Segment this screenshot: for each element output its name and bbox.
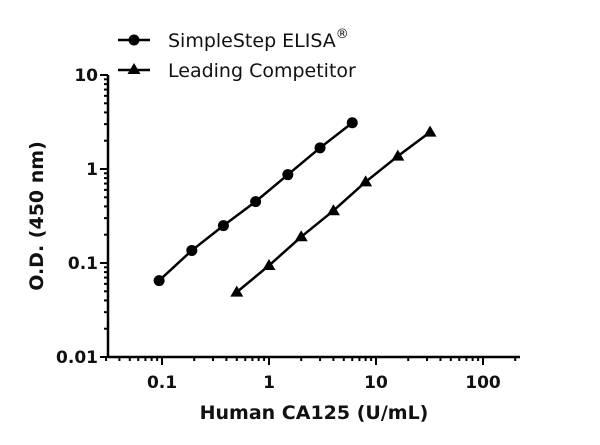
- triangle-marker-icon: [359, 175, 373, 187]
- y-tick-label: 1: [86, 160, 98, 180]
- ticks: [100, 74, 517, 365]
- triangle-marker-icon: [326, 204, 340, 216]
- legend-label: Leading Competitor: [168, 60, 356, 82]
- axes: [106, 75, 520, 359]
- x-axis-title: Human CA125 (U/mL): [200, 402, 429, 424]
- triangle-marker-icon: [127, 63, 141, 74]
- tick-labels: 0.01 0.1 1 10 0.1 1 10 100: [56, 66, 501, 393]
- legend-item-simplestep: SimpleStep ELISA®: [118, 27, 349, 52]
- x-tick-label: 10: [364, 373, 388, 393]
- triangle-marker-icon: [230, 285, 244, 297]
- circle-marker-icon: [128, 34, 140, 46]
- circle-marker-icon: [153, 275, 165, 287]
- triangle-marker-icon: [423, 125, 437, 137]
- circle-marker-icon: [282, 169, 294, 181]
- series-simplestep: [153, 117, 358, 287]
- y-axis-title: O.D. (450 nm): [26, 141, 48, 291]
- y-tick-label: 10: [74, 66, 98, 86]
- circle-marker-icon: [346, 117, 358, 129]
- triangle-marker-icon: [262, 259, 276, 271]
- series: [153, 117, 437, 297]
- legend-item-competitor: Leading Competitor: [118, 60, 356, 82]
- x-tick-label: 100: [465, 373, 501, 393]
- triangle-marker-icon: [294, 230, 308, 242]
- y-tick-label: 0.1: [68, 254, 98, 274]
- circle-marker-icon: [250, 196, 262, 208]
- circle-marker-icon: [217, 220, 229, 232]
- x-tick-label: 1: [263, 373, 275, 393]
- legend-label: SimpleStep ELISA®: [168, 27, 349, 52]
- circle-marker-icon: [314, 142, 326, 154]
- triangle-marker-icon: [391, 149, 405, 161]
- legend: SimpleStep ELISA® Leading Competitor: [118, 27, 356, 82]
- y-tick-label: 0.01: [56, 348, 98, 368]
- x-tick-label: 0.1: [147, 373, 177, 393]
- series-competitor: [230, 125, 437, 297]
- circle-marker-icon: [186, 244, 198, 256]
